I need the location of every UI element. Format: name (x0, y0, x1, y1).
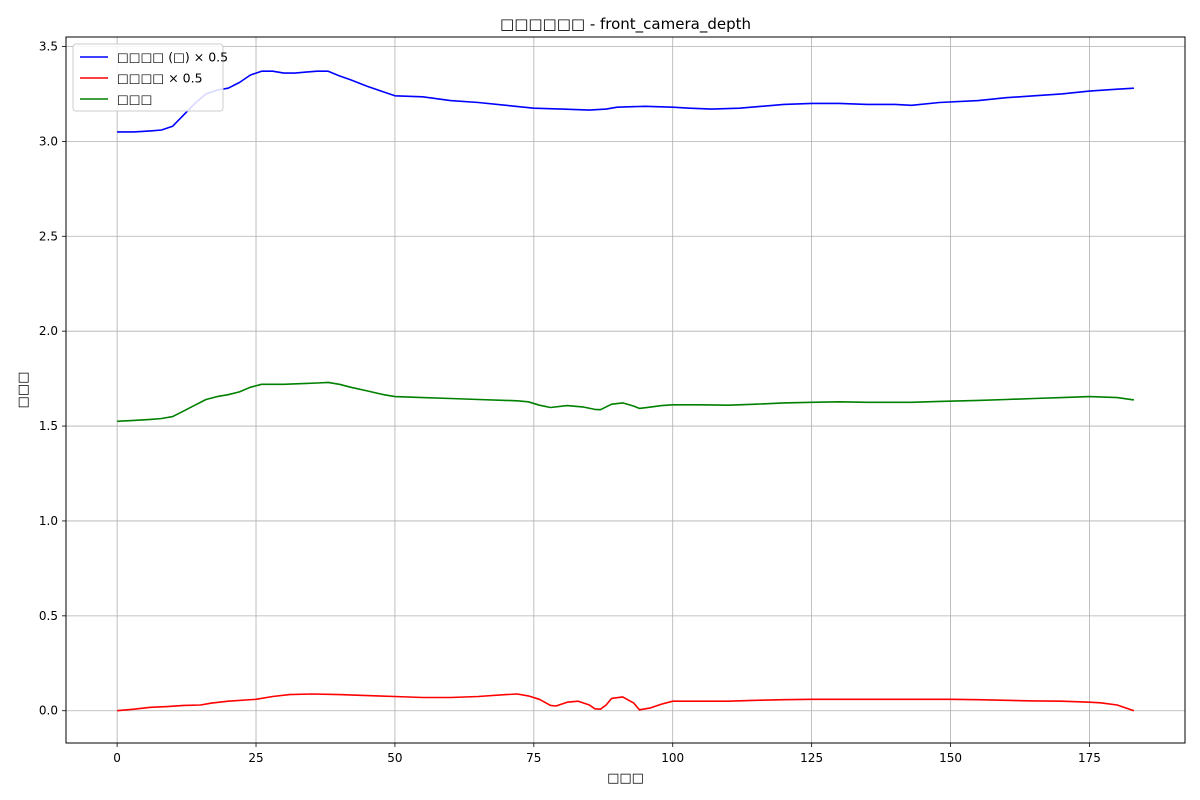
x-tick-label: 50 (387, 751, 402, 765)
legend-label-1: □□□□ × 0.5 (117, 71, 203, 86)
chart-title: □□□□□□ - front_camera_depth (500, 15, 751, 34)
y-axis: 0.0 0.5 1.0 1.5 2.0 2.5 3.0 3.5 (39, 39, 66, 718)
legend-label-0: □□□□ (□) × 0.5 (117, 50, 228, 65)
x-tick-label: 125 (800, 751, 823, 765)
legend-label-2: □□□ (117, 92, 152, 107)
x-tick-label: 100 (661, 751, 684, 765)
series-line-2 (117, 381, 1135, 423)
series-line-0 (117, 70, 1134, 133)
y-tick-label: 3.5 (39, 39, 58, 53)
y-tick-label: 1.5 (39, 419, 58, 433)
grid (66, 37, 1185, 743)
x-tick-label: 25 (248, 751, 263, 765)
series-layer (117, 70, 1135, 712)
x-tick-label: 150 (939, 751, 962, 765)
x-axis-label: □□□ (607, 771, 644, 786)
legend: □□□□ (□) × 0.5 □□□□ × 0.5 □□□ (72, 43, 228, 112)
x-axis: 0 25 50 75 100 125 150 175 (113, 743, 1101, 765)
legend-box (72, 43, 224, 112)
y-tick-label: 2.0 (39, 324, 58, 338)
x-tick-label: 175 (1078, 751, 1101, 765)
y-tick-label: 0.5 (39, 609, 58, 623)
y-tick-label: 2.5 (39, 229, 58, 243)
x-tick-label: 0 (113, 751, 121, 765)
y-tick-label: 1.0 (39, 514, 58, 528)
y-axis-label: □□□ (16, 372, 31, 409)
y-tick-label: 0.0 (39, 704, 58, 718)
x-tick-label: 75 (526, 751, 541, 765)
y-tick-label: 3.0 (39, 134, 58, 148)
plot-frame (65, 36, 1186, 744)
series-line-1 (117, 693, 1135, 712)
